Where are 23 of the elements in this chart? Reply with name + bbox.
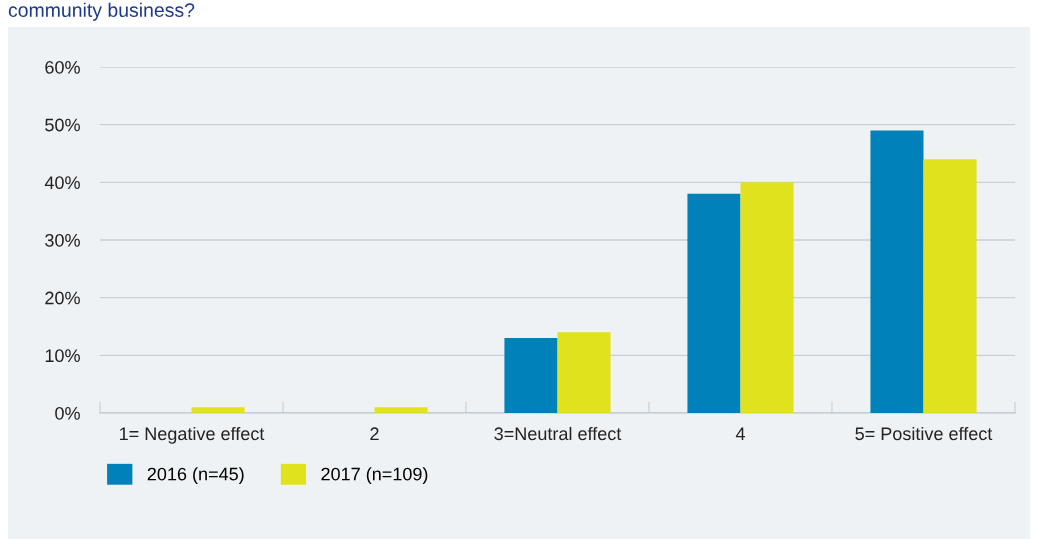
x-tick-label: 5= Positive effect	[855, 426, 993, 441]
x-tick-label: 1= Negative effect	[120, 426, 265, 444]
bar	[740, 182, 794, 413]
chart-title: community business?	[8, 2, 195, 21]
legend-label: 2016 (n=45)	[147, 467, 244, 485]
x-tick-label: 4	[735, 427, 745, 440]
y-tick-label: 20%	[45, 291, 80, 305]
x-tick-label: 2	[370, 427, 379, 440]
y-tick-label: 60%	[45, 60, 80, 74]
y-tick-label: 0%	[55, 406, 80, 420]
bar	[870, 130, 924, 413]
y-tick-label: 40%	[44, 176, 80, 190]
y-tick-label: 50%	[45, 118, 80, 132]
bar	[923, 159, 977, 413]
bar	[557, 332, 611, 413]
x-tick-label: 3=Neutral effect	[494, 426, 622, 441]
y-tick-label: 10%	[45, 349, 80, 363]
bar	[374, 407, 428, 413]
legend-label: 2017 (n=109)	[321, 467, 428, 485]
bar	[191, 407, 245, 413]
y-tick-label: 30%	[45, 233, 80, 247]
bar	[687, 193, 741, 413]
bar	[504, 338, 558, 413]
